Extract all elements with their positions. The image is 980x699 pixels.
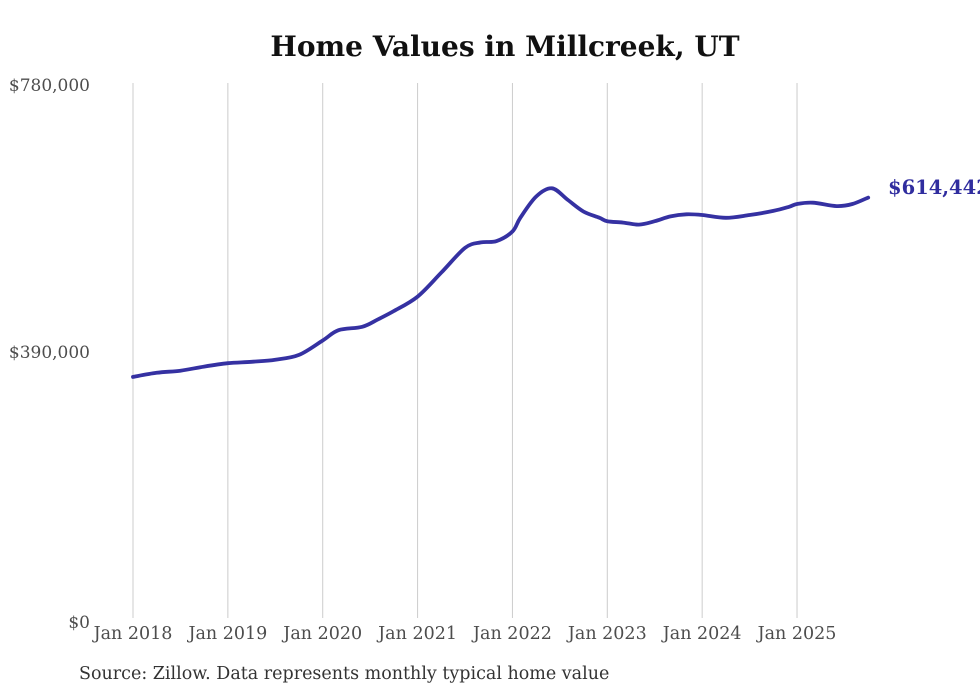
x-axis-tick-label: Jan 2022 xyxy=(473,624,552,644)
latest-value-label: $614,442 xyxy=(888,176,980,199)
home-value-line xyxy=(131,186,871,379)
chart-title: Home Values in Millcreek, UT xyxy=(270,30,740,63)
x-axis-tick-label: Jan 2020 xyxy=(283,624,363,644)
y-axis-tick-390000: $390,000 xyxy=(8,343,90,363)
x-axis-tick-label: Jan 2018 xyxy=(93,624,173,644)
source-note: Source: Zillow. Data represents monthly … xyxy=(79,664,610,684)
y-axis-tick-0: $0 xyxy=(68,613,90,633)
y-axis-tick-780000: $780,000 xyxy=(8,76,90,96)
x-axis-tick-label: Jan 2019 xyxy=(188,624,268,644)
x-axis-tick-label: Jan 2024 xyxy=(662,624,742,644)
x-axis-tick-label: Jan 2021 xyxy=(378,624,457,644)
x-axis-tick-label: Jan 2025 xyxy=(757,624,837,644)
x-axis-tick-label: Jan 2023 xyxy=(567,624,647,644)
